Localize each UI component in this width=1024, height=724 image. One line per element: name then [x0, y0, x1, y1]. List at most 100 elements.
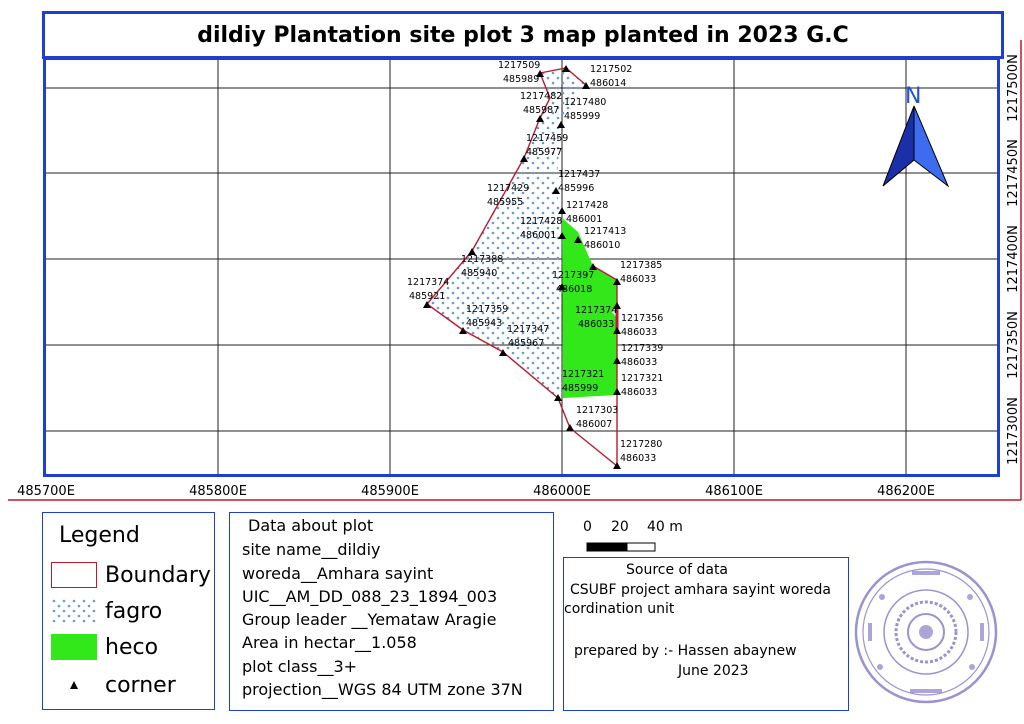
legend-item-heco: heco [51, 632, 158, 662]
corner-marker [562, 65, 570, 72]
corner-label-e: 486033 [620, 274, 656, 285]
corner-marker [552, 187, 560, 194]
scale-label-end: 40 m [647, 519, 683, 535]
legend-item-fagro: fagro [51, 596, 162, 626]
corner-marker [536, 115, 544, 122]
legend-label: heco [105, 634, 159, 660]
map-canvas: 1217509 485989 1217502 486014 1217482 48… [8, 40, 1022, 501]
corner-swatch [70, 681, 78, 689]
plot-info-line: Area in hectar__1.058 [242, 633, 417, 652]
corner-marker [613, 278, 621, 285]
plot-info-line: projection__WGS 84 UTM zone 37N [242, 680, 523, 699]
corner-label-n: 1217321 [621, 373, 663, 384]
corner-label-e: 486033 [578, 319, 614, 330]
corner-label-n: 1217428 [566, 200, 608, 211]
map-title-box: dildiy Plantation site plot 3 map plante… [42, 11, 1004, 59]
legend-label: Boundary [105, 562, 211, 588]
corner-marker [574, 236, 582, 243]
scale-bar: 0 20 40 m [583, 519, 683, 552]
corner-label-e: 485921 [409, 291, 445, 302]
corner-label-n: 1217482 [520, 91, 562, 102]
corner-marker [613, 357, 621, 364]
corner-label-e: 485999 [564, 111, 600, 122]
y-tick-label: 1217400N [1006, 225, 1021, 293]
corner-label-e: 485999 [562, 383, 598, 394]
fagro-area [427, 68, 586, 398]
corner-marker [459, 327, 467, 334]
legend-title: Legend [59, 523, 140, 548]
north-label: N [905, 84, 921, 109]
corner-label-n: 1217437 [558, 169, 600, 180]
corner-label-e: 485940 [461, 268, 497, 279]
heco-swatch [51, 634, 97, 660]
x-tick-label: 485700E [17, 484, 75, 499]
legend-item-corner: corner [51, 670, 176, 700]
y-tick-label: 1217500N [1006, 54, 1021, 122]
y-tick-label: 1217450N [1006, 139, 1021, 207]
corner-marker [499, 349, 507, 356]
plot-info-line: UIC__AM_DD_088_23_1894_003 [242, 587, 498, 606]
corner-marker [566, 424, 574, 431]
corner-label-n: 1217347 [507, 324, 549, 335]
scale-label-mid: 20 [611, 519, 629, 535]
legend-label: corner [105, 672, 176, 698]
corner-label-e: 486010 [584, 240, 620, 251]
corner-label-n: 1217429 [487, 183, 529, 194]
corner-label-e: 485955 [487, 197, 523, 208]
corner-label-e: 485987 [523, 105, 559, 116]
corner-label-e: 486014 [590, 78, 626, 89]
heco-area [562, 218, 617, 398]
legend-label: fagro [105, 598, 163, 624]
corner-label-e: 486018 [556, 284, 592, 295]
corner-label-e: 486007 [576, 419, 612, 430]
corner-label-e: 485989 [503, 74, 539, 85]
corner-label-n: 1217321 [562, 369, 604, 380]
corner-marker [613, 462, 621, 469]
corner-marker [613, 302, 621, 309]
corner-label-e: 485996 [558, 183, 594, 194]
x-tick-label: 486200E [877, 484, 935, 499]
corner-marker [589, 263, 597, 270]
corner-label-e: 486001 [520, 230, 556, 241]
corner-label-e: 485943 [466, 318, 502, 329]
corner-label-e: 485967 [508, 338, 544, 349]
plot-info-heading: Data about plot [248, 516, 374, 535]
x-tick-label: 486100E [705, 484, 763, 499]
corner-label-e: 486001 [566, 214, 602, 225]
x-tick-label: 486000E [533, 484, 591, 499]
corner-marker [613, 327, 621, 334]
corner-label-n: 1217374 [407, 277, 449, 288]
corner-marker [520, 155, 528, 162]
corner-marker [558, 283, 566, 290]
plot-info-line: plot class__3+ [242, 657, 358, 676]
boundary-swatch [51, 562, 97, 588]
source-panel: Source of data CSUBF project amhara sayi… [563, 557, 849, 711]
corner-label-n: 1217280 [620, 439, 662, 450]
corner-markers [423, 65, 621, 469]
y-tick-label: 1217350N [1006, 311, 1021, 379]
corner-marker [557, 121, 565, 128]
x-tick-label: 485800E [189, 484, 247, 499]
corner-marker [558, 207, 566, 214]
corner-label-n: 1217397 [552, 270, 594, 281]
scale-label-zero: 0 [583, 519, 592, 535]
x-axis-labels: 485700E 485800E 485900E 486000E 486100E … [17, 484, 935, 499]
corner-label-n: 1217388 [461, 254, 503, 265]
north-arrow: N [882, 84, 950, 188]
plot-info-line: site name__dildiy [242, 540, 381, 559]
corner-label-n: 1217509 [498, 60, 540, 71]
corner-marker [468, 248, 476, 255]
map-frame [43, 57, 1000, 477]
x-tick-label: 485900E [361, 484, 419, 499]
source-line: cordination unit [564, 601, 675, 617]
corner-label-n: 1217359 [466, 304, 508, 315]
prepared-date: June 2023 [678, 663, 749, 679]
corner-marker [613, 388, 621, 395]
corner-label-e: 486033 [621, 387, 657, 398]
corner-label-n: 1217502 [590, 64, 632, 75]
corner-marker [536, 70, 544, 77]
plot-info-line: woreda__Amhara sayint [242, 564, 434, 583]
corner-label-n: 1217374 [575, 305, 617, 316]
corner-label-e: 485977 [526, 147, 562, 158]
corner-marker [554, 394, 562, 401]
